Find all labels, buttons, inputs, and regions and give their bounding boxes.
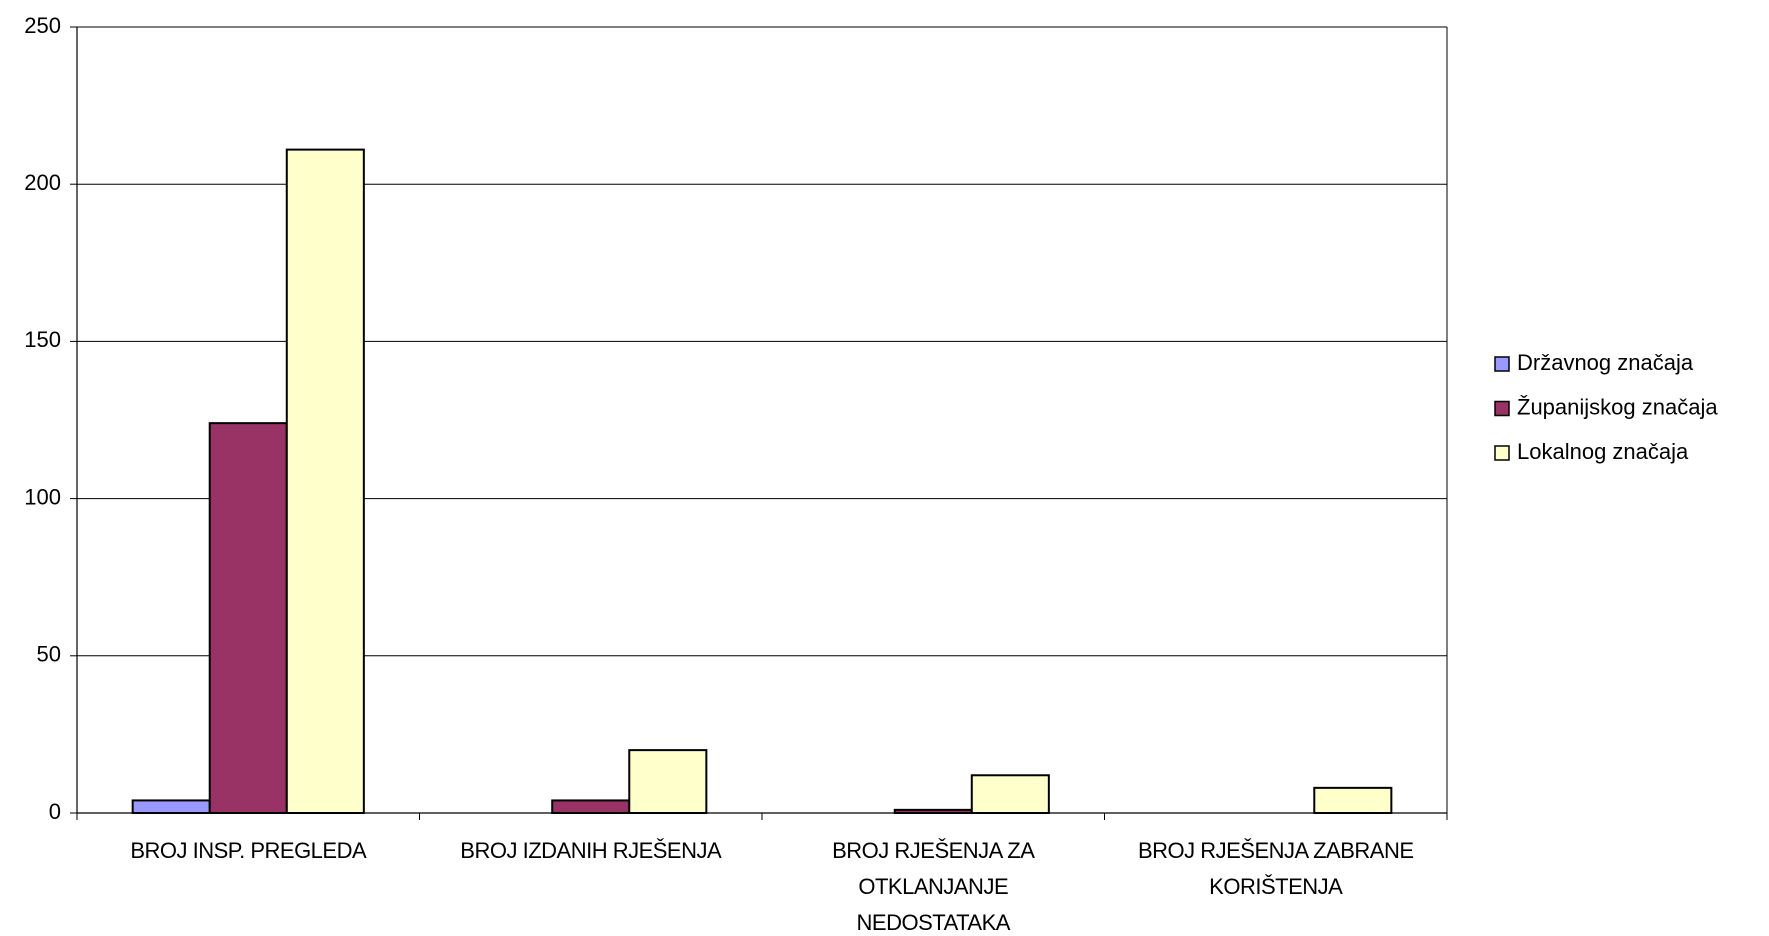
bar xyxy=(1313,786,1393,815)
bar xyxy=(208,422,288,814)
legend-swatch xyxy=(1494,356,1510,372)
legend-swatch xyxy=(1494,400,1510,417)
y-tick-label: 100 xyxy=(24,484,61,509)
x-tick-label: BROJ RJEŠENJA ZA OTKLANJANJE NEDOSTATAKA xyxy=(832,838,1035,935)
y-tick-label: 0 xyxy=(49,799,61,824)
x-tick-label: BROJ RJEŠENJA ZABRANE KORIŠTENJA xyxy=(1137,838,1414,899)
legend-swatch xyxy=(1494,445,1510,461)
bar xyxy=(285,148,365,814)
legend-label: Lokalnog značaja xyxy=(1517,439,1689,464)
bar xyxy=(970,774,1050,814)
bar xyxy=(551,799,631,815)
x-tick-label: BROJ IZDANIH RJEŠENJA xyxy=(460,838,722,863)
y-tick-label: 200 xyxy=(24,170,61,195)
legend-label: Državnog značaja xyxy=(1517,350,1694,375)
y-tick-label: 150 xyxy=(24,327,61,352)
y-tick-label: 50 xyxy=(37,642,61,667)
bar xyxy=(131,799,211,815)
x-tick-label: BROJ INSP. PREGLEDA xyxy=(130,838,367,863)
y-tick-label: 250 xyxy=(24,13,61,38)
bar xyxy=(628,749,708,814)
legend-label: Županijskog značaja xyxy=(1517,394,1718,419)
